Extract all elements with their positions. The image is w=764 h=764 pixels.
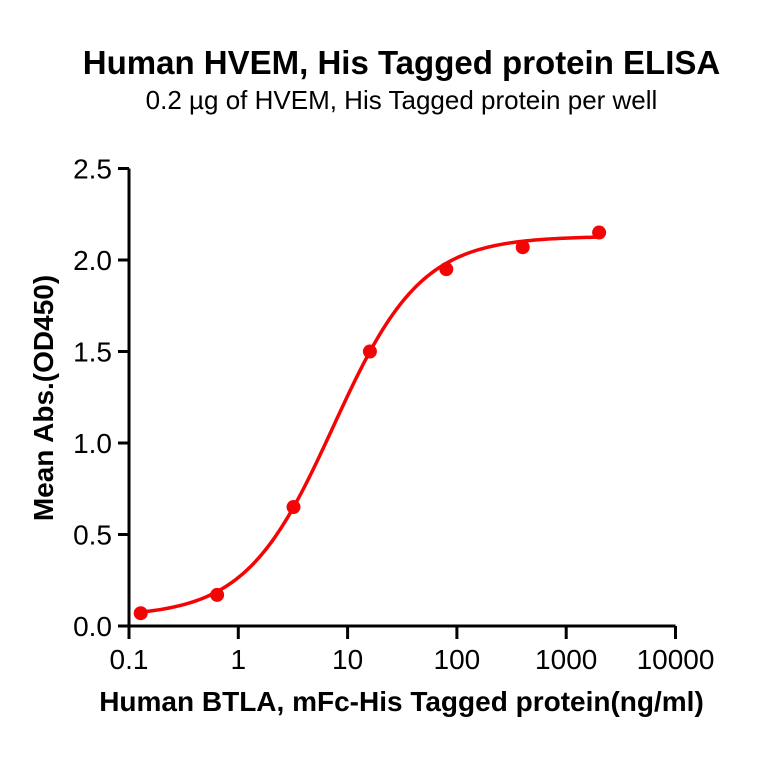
y-tick-label: 0.0 [73, 611, 112, 642]
y-tick-label: 1.5 [73, 337, 112, 368]
axis-ticks [118, 167, 677, 639]
data-point [439, 262, 454, 277]
data-point [362, 344, 377, 359]
y-tick-label: 2.0 [73, 245, 112, 276]
data-point [210, 587, 225, 602]
x-tick-label: 10 [332, 644, 363, 675]
data-point [133, 606, 148, 621]
x-tick-label: 100 [434, 644, 481, 675]
axis-tick-labels: 0.0 0.5 1.0 1.5 2.0 2.5 0.1 1 10 100 1000 10000 [73, 154, 714, 676]
y-tick-label: 2.5 [73, 154, 112, 185]
x-axis-label: Human BTLA, mFc-His Tagged protein(ng/ml… [99, 686, 704, 717]
x-tick-label: 1 [231, 644, 247, 675]
data-point [286, 500, 301, 515]
y-tick-label: 1.0 [73, 428, 112, 459]
data-points [133, 225, 607, 621]
chart-title: Human HVEM, His Tagged protein ELISA [82, 44, 721, 81]
y-tick-label: 0.5 [73, 520, 112, 551]
dose-response-curve [138, 235, 601, 614]
data-point [515, 240, 530, 255]
x-tick-label: 1000 [535, 644, 597, 675]
data-point [592, 225, 607, 240]
y-axis-label: Mean Abs.(OD450) [28, 274, 59, 522]
x-tick-label: 0.1 [110, 644, 149, 675]
x-tick-label: 10000 [637, 644, 715, 675]
chart-subtitle: 0.2 µg of HVEM, His Tagged protein per w… [145, 85, 658, 115]
fit-curve [138, 235, 601, 614]
